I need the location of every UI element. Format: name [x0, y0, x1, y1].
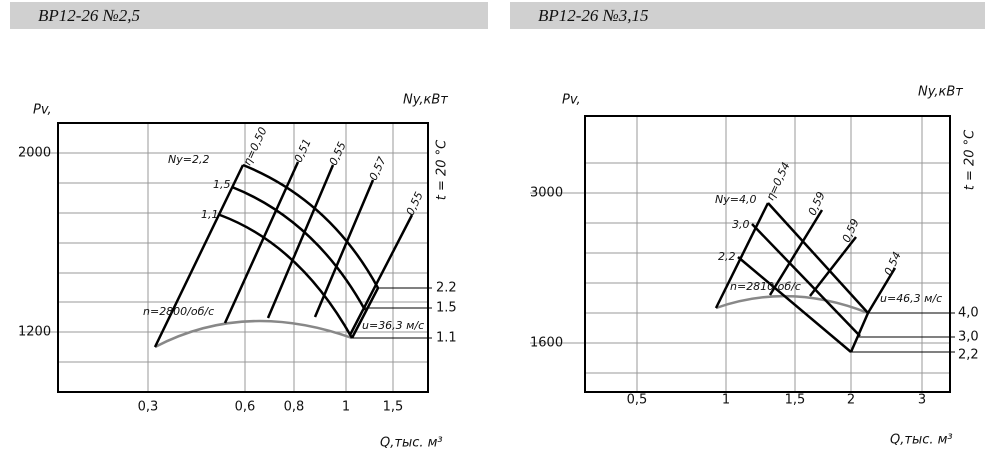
- y-label: Pv,: [562, 93, 581, 108]
- panel-right: ВР12-26 №3,15 Pv, Ny,кВт t = 20 °C 3000 …: [510, 2, 985, 448]
- speed-label: n=2810 об/с: [730, 280, 801, 293]
- curve-label: 1,1: [201, 208, 219, 221]
- efficiency-label: 0,59: [840, 217, 862, 245]
- power-tick-label: 3,0: [958, 330, 979, 345]
- curve-label: 1,5: [213, 178, 231, 191]
- efficiency-lines: [768, 209, 897, 314]
- y-tick-label: 3000: [530, 186, 563, 201]
- system-curve: [715, 294, 869, 315]
- x-tick-label: 1,5: [785, 393, 806, 408]
- x-tick-label: 1: [722, 393, 730, 408]
- efficiency-lines: [223, 161, 414, 336]
- x-tick-label: 0,5: [627, 393, 648, 408]
- curve-label: Ny=2,2: [168, 153, 209, 166]
- boundary-line: [153, 164, 245, 348]
- panel-left: ВР12-26 №2,5 Pv, Ny,кВт t = 20 °C 2000 1…: [10, 2, 488, 451]
- temperature-label: t = 20 °C: [963, 129, 978, 190]
- efficiency-label: 0,59: [806, 190, 828, 218]
- curve-label: 3,0: [732, 218, 750, 231]
- y-label: Pv,: [33, 103, 52, 118]
- grid: [530, 116, 950, 392]
- x-label: Q,тыс. м³: [890, 433, 953, 448]
- power-curve: [737, 256, 852, 353]
- boundary-line: [714, 202, 770, 309]
- panel-title: ВР12-26 №2,5: [38, 6, 140, 25]
- y-tick-label: 1600: [530, 336, 563, 351]
- power-label: Ny,кВт: [403, 93, 448, 108]
- boundary-line: [849, 312, 870, 353]
- efficiency-label: 0,57: [367, 155, 389, 183]
- velocity-label: u=36,3 м/с: [362, 319, 424, 332]
- y-tick-label: 2000: [18, 146, 51, 161]
- power-curve: [767, 202, 869, 314]
- velocity-label: u=46,3 м/с: [880, 292, 942, 305]
- efficiency-label: η=0,54: [764, 160, 793, 202]
- x-tick-label: 1,5: [383, 400, 404, 415]
- efficiency-label: 0,51: [292, 137, 314, 165]
- efficiency-label: 0,55: [327, 140, 349, 168]
- power-curve: [751, 223, 861, 337]
- power-curve: [231, 185, 367, 311]
- boundary-line: [350, 287, 380, 339]
- power-tick-label: 4,0: [958, 306, 979, 321]
- x-tick-label: 2: [847, 393, 855, 408]
- power-tick-label: 2.2: [436, 281, 457, 296]
- x-tick-label: 3: [918, 393, 926, 408]
- power-leaders: [352, 287, 432, 339]
- plot-frame: [584, 115, 951, 393]
- power-tick-label: 1.1: [436, 331, 457, 346]
- x-tick-label: 0,6: [235, 400, 256, 415]
- header-bar: [510, 2, 985, 29]
- power-label: Ny,кВт: [918, 85, 963, 100]
- x-tick-label: 0,8: [284, 400, 305, 415]
- speed-label: n=2800/об/с: [143, 305, 214, 318]
- y-tick-label: 1200: [18, 325, 51, 340]
- panel-title: ВР12-26 №3,15: [538, 6, 648, 25]
- curve-label: 2,2: [718, 250, 736, 263]
- x-label: Q,тыс. м³: [380, 436, 443, 451]
- curve-label: Ny=4,0: [715, 193, 756, 206]
- power-tick-label: 2,2: [958, 348, 979, 363]
- x-tick-label: 1: [342, 400, 350, 415]
- efficiency-label: 0,54: [882, 250, 904, 278]
- x-tick-label: 0,3: [138, 400, 159, 415]
- header-bar: [10, 2, 488, 29]
- system-curve: [154, 319, 353, 349]
- plot-frame: [57, 122, 429, 393]
- temperature-label: t = 20 °C: [435, 139, 450, 200]
- power-curve: [242, 163, 380, 289]
- grid: [20, 123, 428, 392]
- power-tick-label: 1.5: [436, 301, 457, 316]
- power-leaders: [851, 312, 955, 353]
